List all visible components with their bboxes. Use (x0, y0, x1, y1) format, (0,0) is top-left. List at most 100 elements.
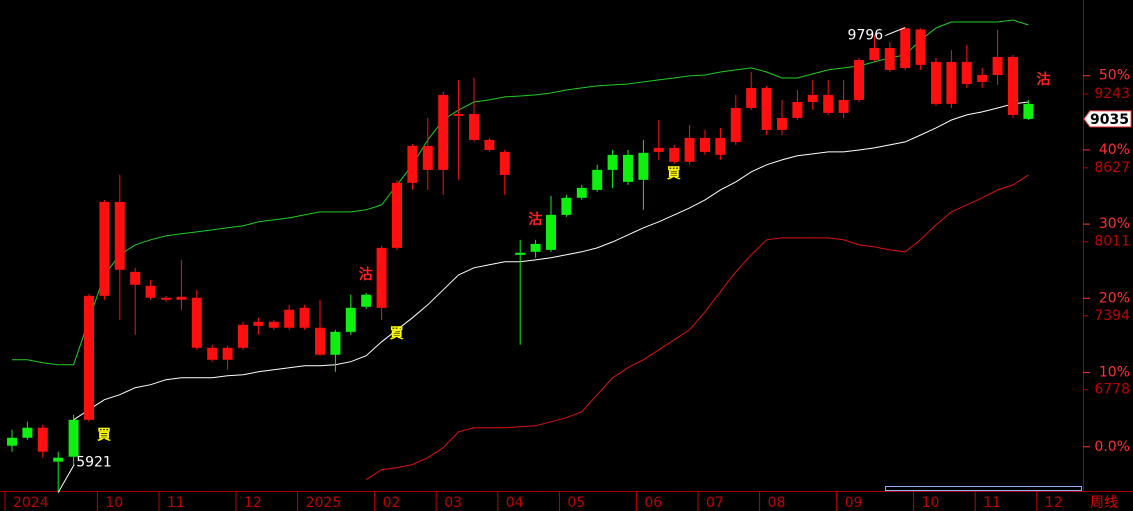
candle-body (99, 201, 110, 296)
candle-body (915, 29, 926, 65)
sell-signal: 沽 (528, 211, 542, 228)
candle-body (623, 154, 633, 182)
candle-body (684, 137, 695, 162)
candle-body (900, 28, 911, 68)
candle-body (53, 457, 64, 462)
scroll-bar[interactable] (885, 486, 1082, 491)
sell-signal: 沽 (1036, 71, 1050, 88)
candle-body (777, 117, 787, 130)
candle-body (161, 297, 171, 300)
band-line (73, 101, 1029, 421)
period-label: 周线 (1090, 495, 1118, 511)
candle-body (1023, 103, 1034, 119)
candle-body (376, 247, 387, 308)
candle-body (7, 437, 17, 446)
y2-tick-label: 40% (1099, 142, 1130, 158)
x-tick-label: 04 (506, 495, 524, 511)
sell-signal: 沽 (359, 266, 373, 283)
candle-body (561, 197, 572, 215)
x-tick-label: 06 (644, 495, 662, 511)
candle-body (130, 271, 141, 285)
candle-body (730, 107, 741, 142)
candle-body (715, 137, 726, 155)
candle-body (530, 243, 541, 252)
candle-body (238, 324, 248, 348)
y2-tick-label: 0.0% (1094, 439, 1130, 455)
candle-body (315, 327, 325, 355)
candle-body (253, 321, 264, 326)
candle-body (361, 294, 372, 307)
x-tick-label: 09 (845, 495, 863, 511)
candle-body (499, 151, 510, 175)
buy-signal: 買 (667, 166, 682, 182)
candle-body (438, 94, 449, 170)
candle-body (330, 331, 341, 355)
candle-body (823, 94, 834, 113)
x-tick-label: 02 (383, 495, 401, 511)
last-price-tag (1083, 110, 1132, 128)
candle-body (669, 147, 680, 162)
candle-body (191, 297, 202, 348)
candle-body (345, 307, 356, 332)
x-tick-label: 03 (444, 495, 462, 511)
candle-body (607, 154, 618, 170)
y2-tick-label: 30% (1099, 216, 1130, 232)
x-tick-label: 07 (706, 495, 724, 511)
candle-body (546, 214, 556, 250)
x-tick-label: 05 (567, 495, 585, 511)
candle-body (807, 94, 818, 102)
x-tick-label: 12 (1045, 495, 1063, 511)
x-tick-label: 08 (768, 495, 786, 511)
candle-body (592, 169, 603, 190)
candle-body (653, 147, 664, 152)
candle-body (638, 152, 649, 180)
candle-body (961, 61, 972, 84)
candle-body (992, 56, 1003, 75)
last-price-label: 9035 (1090, 112, 1129, 128)
buy-signal: 買 (97, 428, 112, 444)
candle-body (222, 347, 233, 360)
candle-body (515, 252, 526, 255)
candle-body (469, 113, 479, 140)
y2-tick-label: 50% (1099, 68, 1130, 84)
candle-body (145, 285, 156, 298)
candle-body (838, 99, 849, 113)
candle-body (453, 113, 464, 116)
candle-body (977, 74, 988, 82)
candle-body (576, 187, 587, 198)
y-tick-label: 7394 (1094, 308, 1130, 324)
candle-body (792, 101, 803, 118)
x-tick-label: 12 (244, 495, 262, 511)
x-tick-label: 2024 (13, 495, 49, 511)
candle-body (746, 87, 757, 108)
candle-body (946, 61, 957, 104)
candle-body (207, 347, 218, 360)
y2-tick-label: 20% (1099, 290, 1130, 306)
candle-body (854, 59, 864, 100)
candle-body (268, 321, 279, 328)
candle-body (407, 145, 418, 183)
candle-body (422, 145, 433, 170)
y-tick-label: 8011 (1094, 234, 1130, 250)
candle-body (37, 427, 48, 452)
candle-body (869, 47, 880, 60)
x-tick-label: 10 (105, 495, 123, 511)
candle-body (114, 201, 125, 270)
low-pointer (57, 464, 75, 493)
low-annotation: 5921 (76, 454, 112, 470)
x-tick-label: 10 (922, 495, 940, 511)
candle-body (84, 295, 94, 420)
y-tick-label: 8627 (1094, 160, 1130, 176)
y-tick-label: 9243 (1094, 86, 1130, 102)
candle-body (22, 427, 33, 438)
buy-signal: 買 (390, 326, 405, 342)
candle-body (176, 296, 187, 300)
candle-body (68, 419, 79, 457)
candle-body (484, 139, 495, 150)
candle-body (284, 309, 295, 328)
candle-body (884, 47, 895, 70)
candle-body (392, 182, 402, 248)
